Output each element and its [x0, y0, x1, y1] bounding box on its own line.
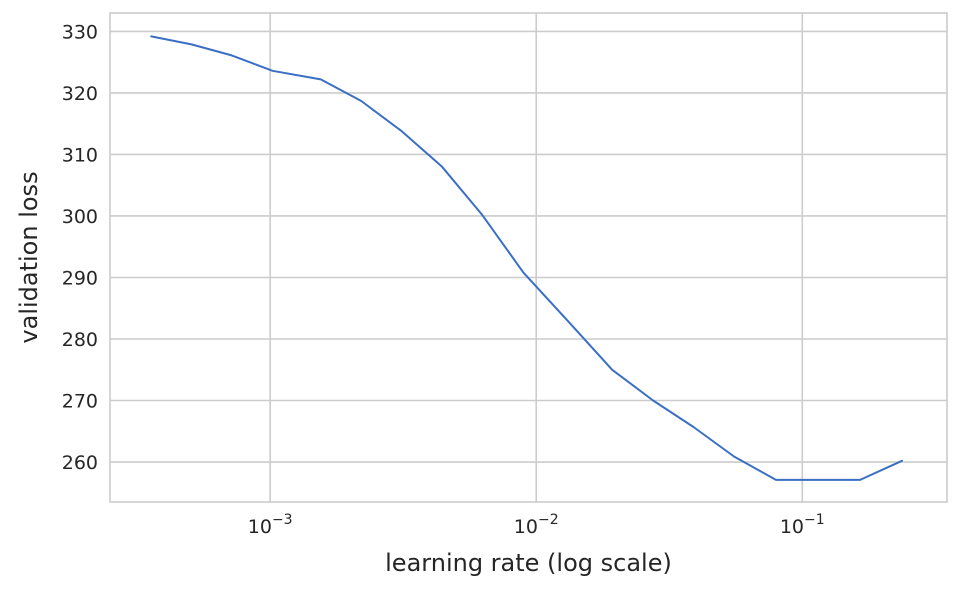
x-tick-label: 10−1	[780, 512, 825, 538]
y-tick-label: 260	[62, 452, 98, 474]
y-tick-label: 300	[62, 206, 98, 228]
x-axis-label: learning rate (log scale)	[385, 549, 672, 577]
y-tick-label: 320	[62, 83, 98, 105]
series-line-1	[150, 35, 903, 481]
y-tick-label: 280	[62, 329, 98, 351]
y-gridlines	[110, 30, 947, 463]
y-tick-label: 290	[62, 267, 98, 289]
x-tick-labels: 10−3 10−2 10−1	[248, 512, 825, 538]
y-tick-label: 310	[62, 144, 98, 166]
y-tick-labels: 260 270 280 290 300 310 320 330	[62, 21, 98, 474]
y-tick-label: 270	[62, 391, 98, 413]
series-layer	[150, 35, 903, 481]
plot-frame	[109, 12, 948, 503]
y-axis-label: validation loss	[15, 171, 43, 343]
x-tick-label: 10−3	[248, 512, 293, 538]
x-gridlines	[269, 13, 804, 502]
x-tick-label: 10−2	[514, 512, 559, 538]
y-tick-label: 330	[62, 21, 98, 43]
